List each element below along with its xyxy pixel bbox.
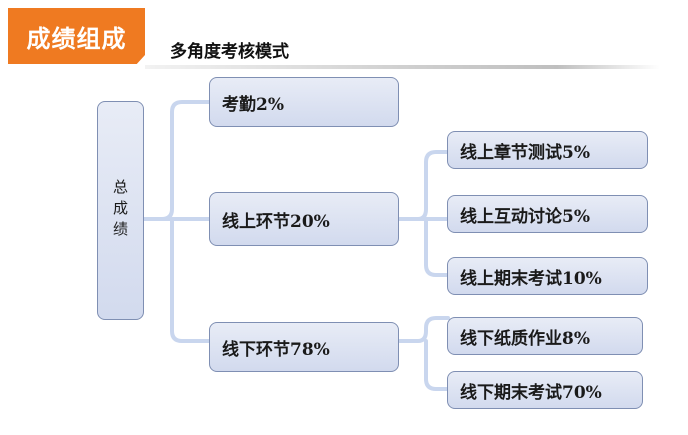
connector-offline-branch [396, 316, 450, 343]
connector-root-offline [170, 217, 212, 343]
page-subtitle: 多角度考核模式 [170, 42, 289, 62]
connector-offline-bottom [424, 339, 450, 391]
node-offline-final-exam: 线下期末考试70% [447, 371, 643, 409]
connector-root-branch [142, 100, 212, 221]
node-offline: 线下环节78% [209, 322, 399, 372]
node-offline-homework: 线下纸质作业8% [447, 317, 643, 355]
node-online-discussion: 线上互动讨论5% [447, 195, 648, 233]
connector-online-branch [396, 150, 450, 221]
header-divider [145, 65, 660, 69]
node-attendance: 考勤2% [209, 77, 399, 127]
root-node: 总成绩 [97, 101, 144, 320]
section-tag: 成绩组成 [8, 8, 145, 64]
connector-online-bottom [424, 217, 450, 277]
node-online: 线上环节20% [209, 192, 399, 246]
node-online-chapter-quiz: 线上章节测试5% [447, 131, 648, 169]
node-online-final-exam: 线上期末考试10% [447, 257, 648, 295]
